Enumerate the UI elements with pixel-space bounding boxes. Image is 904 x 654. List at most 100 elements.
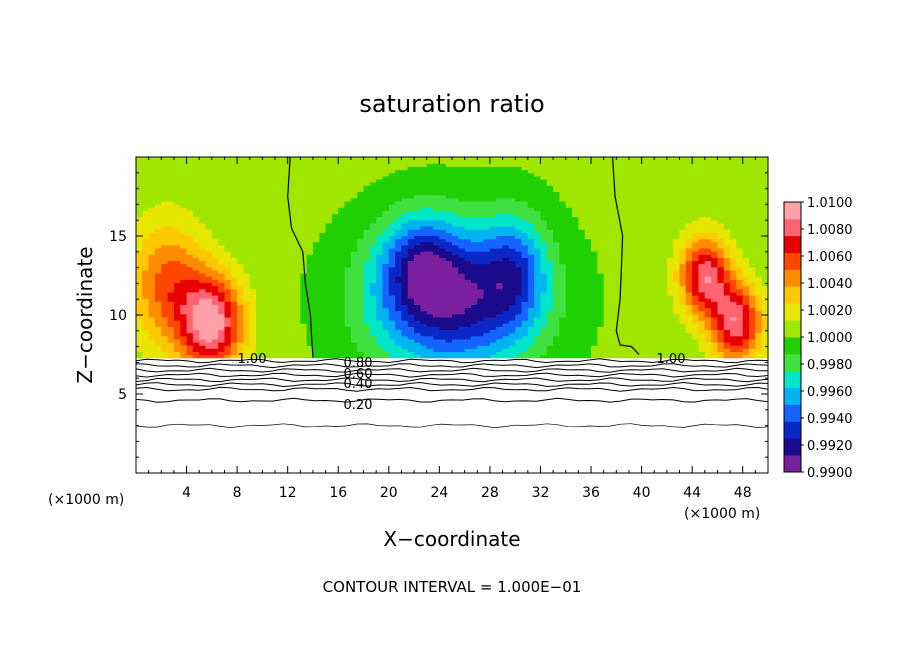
heatmap-cell xyxy=(439,329,447,334)
heatmap-cell xyxy=(433,157,440,161)
heatmap-cell xyxy=(211,260,219,265)
heatmap-cell xyxy=(603,345,611,349)
heatmap-cell xyxy=(338,310,346,315)
heatmap-cell xyxy=(458,260,466,265)
heatmap-cell xyxy=(578,207,586,211)
heatmap-cell xyxy=(357,304,365,309)
heatmap-cell xyxy=(508,251,516,255)
heatmap-cell xyxy=(161,326,169,331)
heatmap-cell xyxy=(382,279,390,284)
heatmap-cell xyxy=(483,323,491,327)
heatmap-cell xyxy=(603,266,611,271)
heatmap-cell xyxy=(224,175,232,180)
heatmap-cell xyxy=(540,185,548,189)
heatmap-cell xyxy=(515,175,523,180)
heatmap-cell xyxy=(249,247,257,252)
heatmap-cell xyxy=(382,213,390,218)
heatmap-cell xyxy=(167,200,175,205)
heatmap-cell xyxy=(161,279,169,284)
heatmap-cell xyxy=(224,225,232,230)
heatmap-cell xyxy=(616,222,624,227)
heatmap-cell xyxy=(148,291,156,296)
heatmap-cell xyxy=(275,244,282,249)
heatmap-cell xyxy=(294,254,301,258)
heatmap-cell xyxy=(243,229,251,233)
heatmap-cell xyxy=(553,160,561,164)
heatmap-cell xyxy=(256,345,263,349)
heatmap-cell xyxy=(142,207,150,211)
heatmap-cell xyxy=(350,213,358,218)
heatmap-cell xyxy=(603,335,611,340)
heatmap-cell xyxy=(616,197,624,202)
heatmap-cell xyxy=(572,185,579,189)
heatmap-cell xyxy=(395,266,403,271)
heatmap-cell xyxy=(584,254,592,258)
heatmap-cell xyxy=(546,348,554,352)
heatmap-cell xyxy=(199,229,207,233)
heatmap-cell xyxy=(363,329,371,334)
heatmap-cell xyxy=(395,285,403,290)
heatmap-cell xyxy=(527,229,535,233)
heatmap-cell xyxy=(256,238,263,243)
heatmap-cell xyxy=(205,345,213,349)
heatmap-cell xyxy=(256,229,263,233)
heatmap-cell xyxy=(527,304,535,309)
heatmap-cell xyxy=(483,354,491,359)
heatmap-cell xyxy=(199,341,207,346)
heatmap-cell xyxy=(515,235,523,240)
heatmap-cell xyxy=(173,316,181,321)
heatmap-cell xyxy=(546,207,554,211)
heatmap-cell xyxy=(521,298,529,302)
heatmap-cell xyxy=(382,238,390,243)
heatmap-cell xyxy=(167,345,175,349)
heatmap-cell xyxy=(414,329,421,334)
heatmap-cell xyxy=(338,332,346,337)
heatmap-cell xyxy=(211,185,219,189)
heatmap-cell xyxy=(218,232,226,236)
heatmap-cell xyxy=(496,338,504,343)
heatmap-cell xyxy=(470,338,478,343)
heatmap-cell xyxy=(420,341,428,346)
heatmap-cell xyxy=(477,160,485,164)
heatmap-cell xyxy=(584,244,592,249)
heatmap-cell xyxy=(369,172,377,177)
heatmap-cell xyxy=(312,288,320,293)
heatmap-cell xyxy=(477,313,485,318)
heatmap-cell xyxy=(565,232,573,236)
heatmap-cell xyxy=(572,282,579,287)
heatmap-cell xyxy=(287,244,295,249)
heatmap-cell xyxy=(350,313,358,318)
heatmap-cell xyxy=(331,200,339,205)
heatmap-cell xyxy=(508,219,516,224)
heatmap-cell xyxy=(603,207,611,211)
heatmap-cell xyxy=(477,194,485,199)
heatmap-cell xyxy=(584,219,592,224)
heatmap-cell xyxy=(470,157,478,161)
heatmap-cell xyxy=(559,313,567,318)
heatmap-cell xyxy=(161,294,169,299)
heatmap-cell xyxy=(578,204,586,208)
heatmap-cell xyxy=(445,241,453,246)
heatmap-cell xyxy=(414,291,421,296)
heatmap-cell xyxy=(325,163,333,168)
heatmap-cell xyxy=(256,329,263,334)
heatmap-cell xyxy=(616,169,624,174)
heatmap-cell xyxy=(572,257,579,262)
heatmap-cell xyxy=(154,163,162,168)
heatmap-cell xyxy=(224,323,232,327)
heatmap-cell xyxy=(439,269,447,274)
heatmap-cell xyxy=(382,225,390,230)
heatmap-cell xyxy=(452,341,459,346)
heatmap-cell xyxy=(616,160,624,164)
heatmap-cell xyxy=(433,345,440,349)
heatmap-cell xyxy=(281,345,289,349)
heatmap-cell xyxy=(287,238,295,243)
heatmap-cell xyxy=(180,210,188,215)
heatmap-cell xyxy=(312,254,320,258)
heatmap-cell xyxy=(237,219,245,224)
heatmap-cell xyxy=(243,354,251,359)
heatmap-cell xyxy=(230,338,238,343)
heatmap-cell xyxy=(540,172,548,177)
heatmap-cell xyxy=(256,178,263,183)
heatmap-cell xyxy=(376,166,384,171)
